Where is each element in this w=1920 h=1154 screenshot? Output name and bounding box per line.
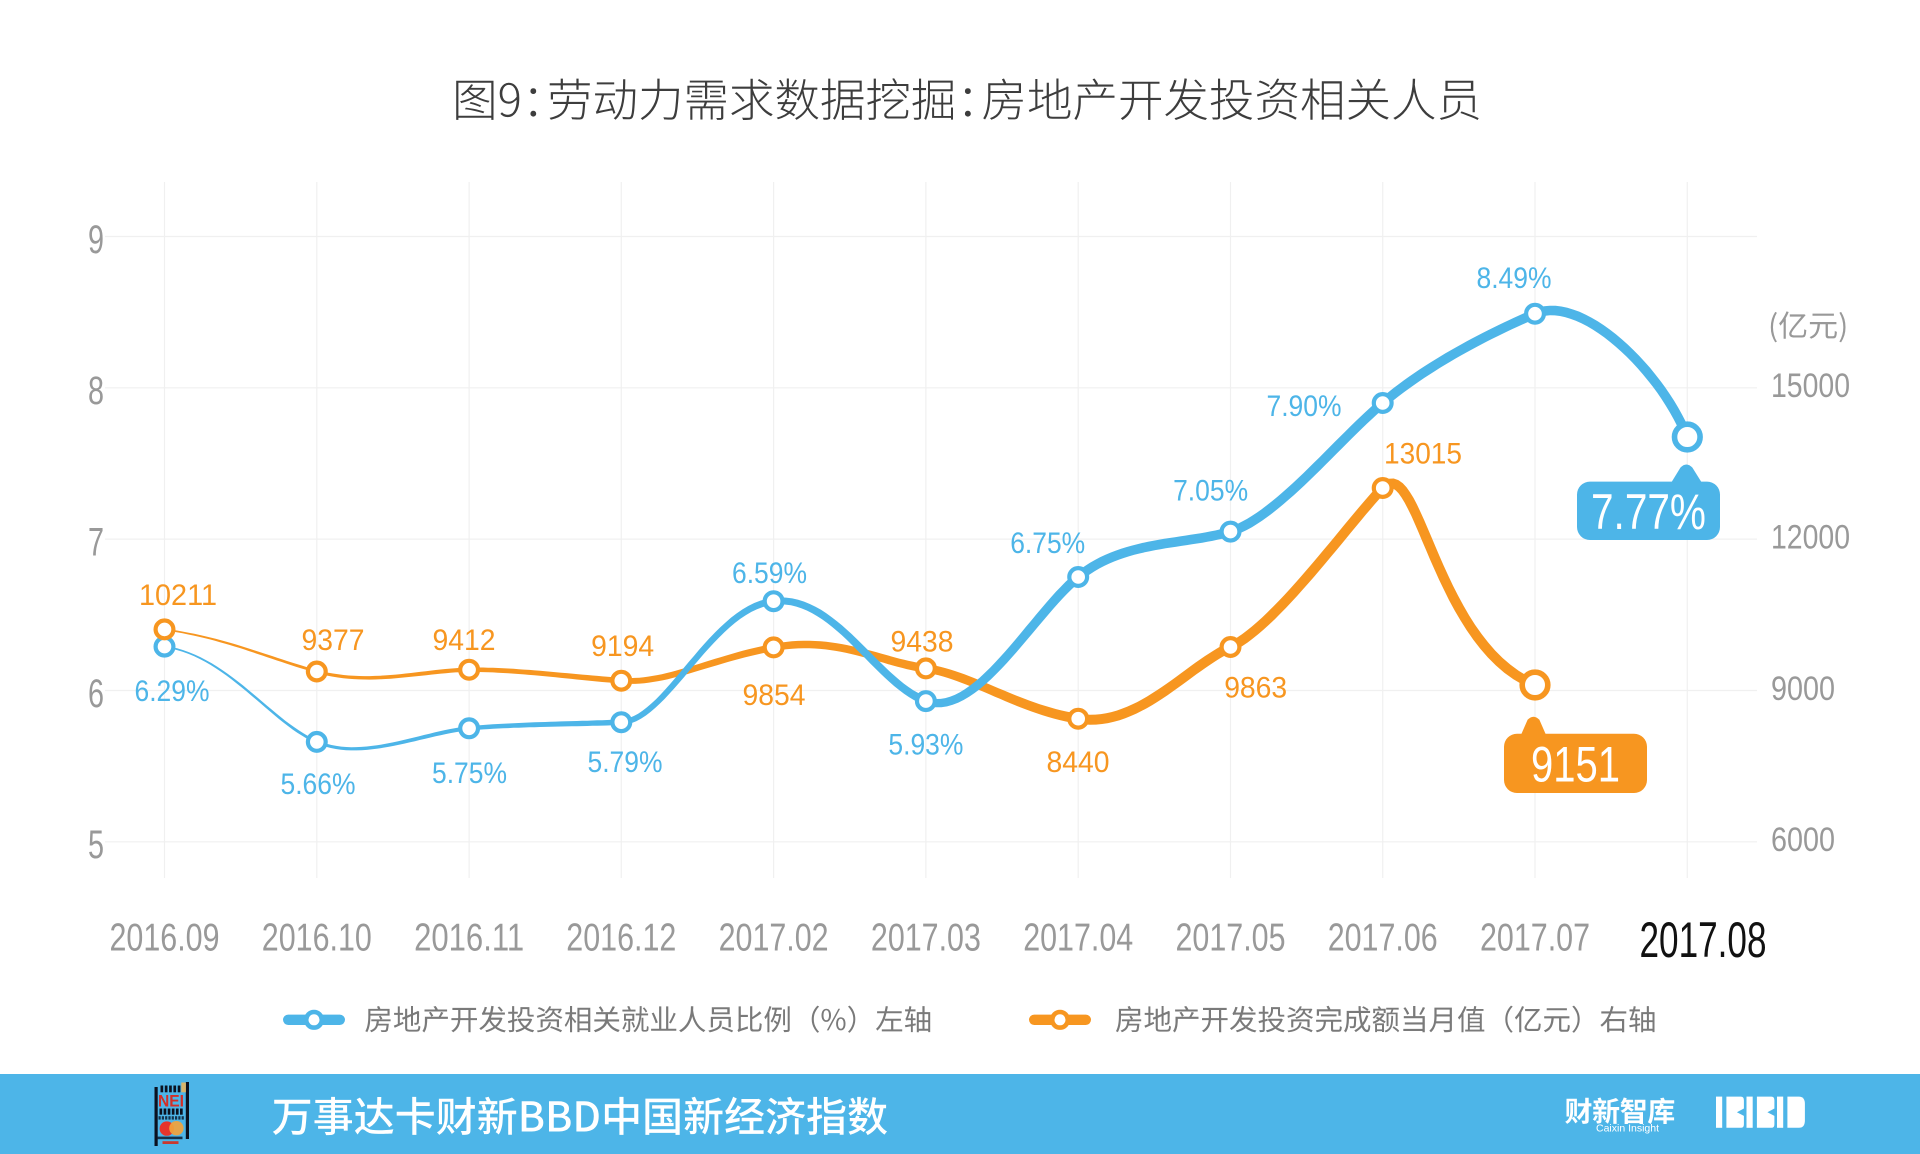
svg-text:5.79%: 5.79% <box>588 746 663 779</box>
svg-text:7.90%: 7.90% <box>1267 390 1342 423</box>
svg-text:9438: 9438 <box>891 625 954 658</box>
svg-text:2017.07: 2017.07 <box>1480 917 1590 960</box>
svg-text:2016.12: 2016.12 <box>566 917 676 960</box>
svg-text:8440: 8440 <box>1047 746 1110 779</box>
svg-text:6.29%: 6.29% <box>135 675 210 708</box>
svg-text:NEI: NEI <box>158 1093 184 1111</box>
svg-text:2017.04: 2017.04 <box>1023 917 1133 960</box>
svg-text:6: 6 <box>88 672 104 716</box>
svg-text:9000: 9000 <box>1771 670 1835 708</box>
svg-text:9863: 9863 <box>1224 672 1287 705</box>
svg-text:8.49%: 8.49% <box>1477 262 1552 295</box>
svg-text:13015: 13015 <box>1384 438 1462 471</box>
svg-text:9151: 9151 <box>1531 737 1620 793</box>
svg-text:9194: 9194 <box>591 630 654 663</box>
svg-text:5.75%: 5.75% <box>432 757 507 790</box>
svg-text:2017.02: 2017.02 <box>719 917 829 960</box>
svg-text:5: 5 <box>88 823 104 867</box>
svg-text:5.66%: 5.66% <box>281 768 356 801</box>
svg-text:7.77%: 7.77% <box>1591 484 1706 540</box>
svg-text:2017.06: 2017.06 <box>1328 917 1438 960</box>
svg-text:15000: 15000 <box>1771 367 1850 405</box>
svg-text:5.93%: 5.93% <box>888 729 963 762</box>
svg-text:2016.10: 2016.10 <box>262 917 372 960</box>
svg-text:Caixin Insight: Caixin Insight <box>1596 1123 1659 1135</box>
svg-text:6000: 6000 <box>1771 821 1835 859</box>
svg-text:10211: 10211 <box>139 579 217 612</box>
svg-text:9377: 9377 <box>302 624 365 657</box>
svg-text:9412: 9412 <box>433 624 496 657</box>
svg-text:9854: 9854 <box>743 679 806 712</box>
svg-text:7: 7 <box>88 521 104 565</box>
svg-text:2017.08: 2017.08 <box>1640 912 1767 968</box>
svg-text:6.75%: 6.75% <box>1010 527 1085 560</box>
svg-text:7.05%: 7.05% <box>1173 475 1248 508</box>
svg-text:6.59%: 6.59% <box>732 557 807 590</box>
svg-text:2017.05: 2017.05 <box>1176 917 1286 960</box>
svg-text:12000: 12000 <box>1771 518 1850 556</box>
svg-text:2017.03: 2017.03 <box>871 917 981 960</box>
svg-text:8: 8 <box>88 369 104 413</box>
svg-text:2016.09: 2016.09 <box>110 917 220 960</box>
svg-text:2016.11: 2016.11 <box>414 917 524 960</box>
svg-text:9: 9 <box>88 218 104 262</box>
